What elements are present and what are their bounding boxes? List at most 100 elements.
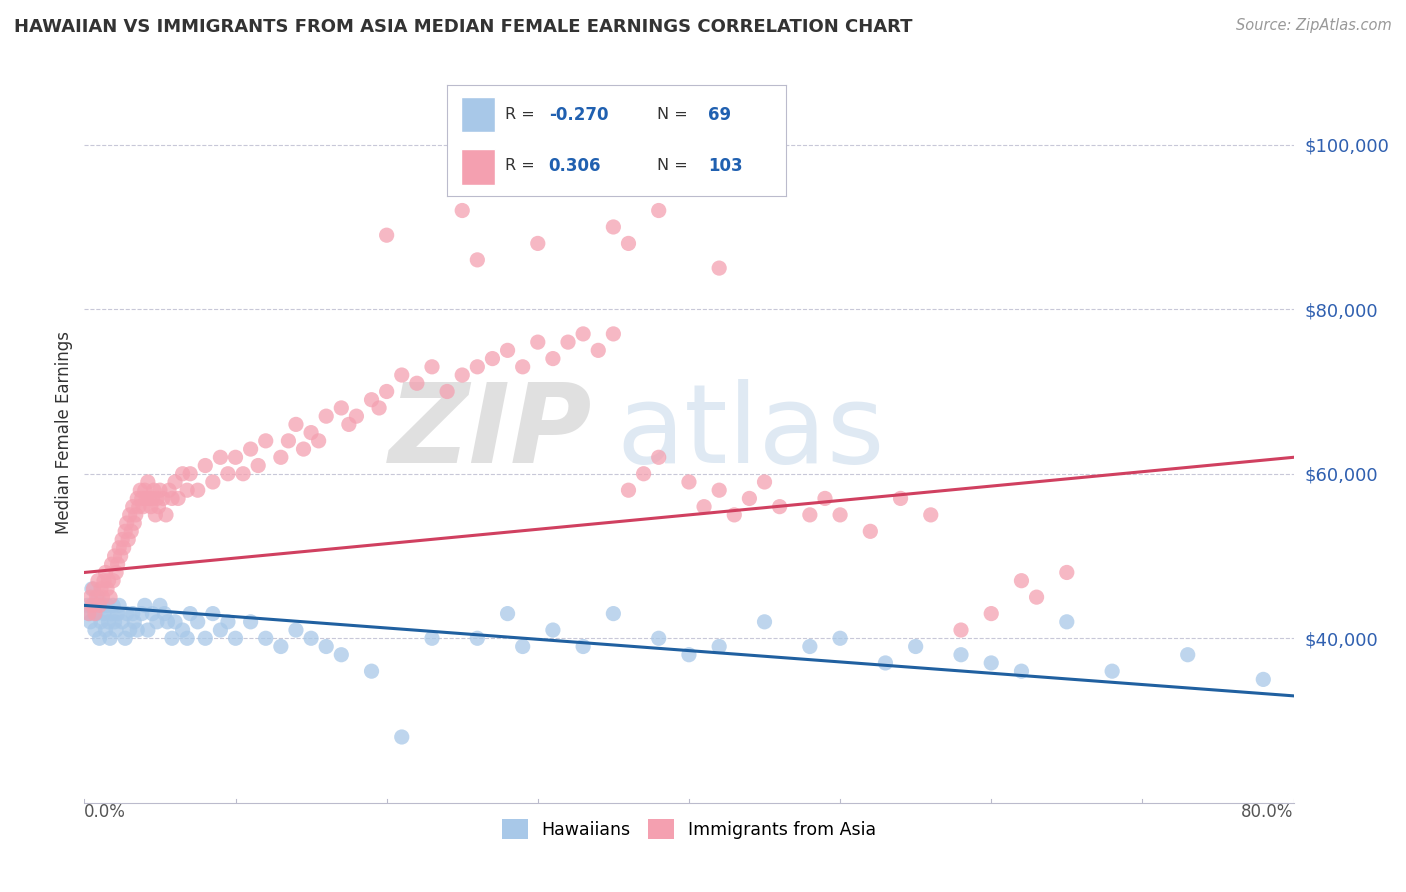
Point [187,483,209,498]
Point [114,632,136,646]
Point [82,582,104,596]
Point [76,599,98,613]
Point [467,632,489,646]
Text: Source: ZipAtlas.com: Source: ZipAtlas.com [1236,18,1392,33]
Point [859,524,882,539]
Point [496,607,519,621]
Point [285,623,308,637]
Point [201,475,224,489]
Point [114,524,136,539]
Point [270,640,292,654]
Point [121,607,143,621]
Point [194,458,217,473]
Point [179,467,201,481]
Point [299,425,322,440]
Point [155,508,177,522]
Point [754,475,776,489]
Point [149,599,172,613]
Point [617,483,640,498]
Point [436,384,458,399]
Point [96,599,118,613]
Point [920,508,942,522]
Point [135,491,157,506]
Y-axis label: Median Female Earnings: Median Female Earnings [55,331,73,534]
Point [709,640,731,654]
Point [157,483,180,498]
Point [337,417,360,432]
Point [94,623,117,637]
Point [360,664,382,678]
Point [709,261,731,276]
Point [89,632,111,646]
Text: atlas: atlas [616,379,884,486]
Point [115,607,138,621]
Point [172,467,194,481]
Point [239,442,262,456]
Point [375,228,398,243]
Point [602,219,624,234]
Point [107,558,129,572]
Point [122,516,145,530]
Point [451,368,474,382]
Point [84,623,107,637]
Point [738,491,761,506]
Point [134,599,156,613]
Point [527,236,550,251]
Point [308,434,330,448]
Point [120,524,142,539]
Point [82,599,104,613]
Point [79,590,101,604]
Point [125,508,148,522]
Point [1253,673,1275,687]
Point [481,351,503,366]
Point [292,442,315,456]
Point [830,632,852,646]
Point [391,368,413,382]
Point [232,467,254,481]
Point [98,632,121,646]
Point [165,475,187,489]
Point [138,491,160,506]
Point [86,607,108,621]
Point [799,508,821,522]
Point [131,491,153,506]
Point [527,335,550,350]
Point [127,491,149,506]
Point [648,203,671,218]
Point [129,483,152,498]
Point [225,450,247,465]
Point [375,384,398,399]
Point [950,623,973,637]
Point [217,467,239,481]
Point [87,574,110,588]
Point [77,607,100,621]
Point [1101,664,1123,678]
Point [165,615,187,629]
Point [97,615,120,629]
Point [141,491,163,506]
Point [1177,648,1199,662]
Point [160,491,183,506]
Point [467,252,489,267]
Point [709,483,731,498]
Point [830,508,852,522]
Text: 0.0%: 0.0% [84,803,127,821]
Point [890,491,912,506]
Point [557,335,579,350]
Point [89,599,111,613]
Point [648,632,671,646]
Point [617,236,640,251]
Point [904,640,927,654]
Point [754,615,776,629]
Point [87,590,110,604]
Point [602,607,624,621]
Point [176,632,198,646]
Point [572,326,595,341]
Point [79,615,101,629]
Point [512,359,534,374]
Point [93,574,115,588]
Point [94,566,117,580]
Point [132,500,155,514]
Point [167,491,190,506]
Point [512,640,534,654]
